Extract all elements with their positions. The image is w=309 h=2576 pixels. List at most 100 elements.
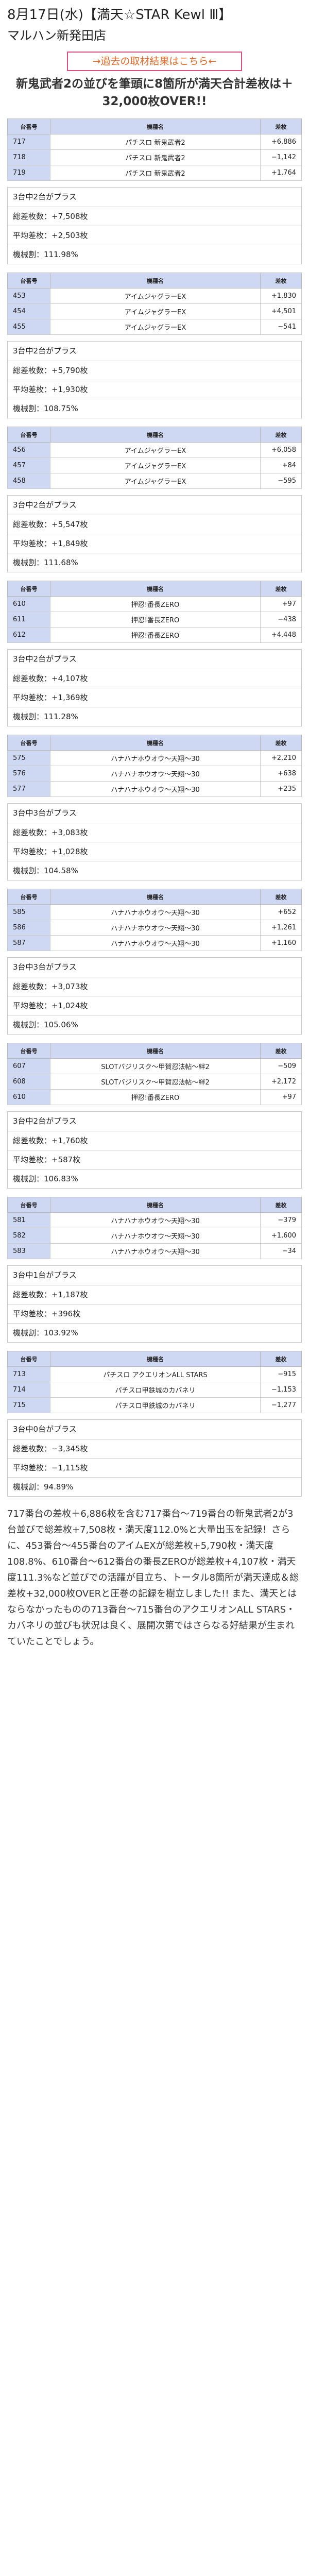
machine-table: 台番号 機種名 差枚 453 アイムジャグラーEX +1,830 454 アイムジャグラーEX… bbox=[7, 273, 302, 335]
machine-name: アイムジャグラーEX bbox=[50, 303, 261, 319]
result-group: 台番号 機種名 差枚 575 ハナハナホウオウ〜天翔〜30 +2,210 576 ハナハナホウ… bbox=[7, 735, 302, 880]
diff-value: +2,172 bbox=[260, 1074, 302, 1090]
payout-rate: 機械割：103.92% bbox=[8, 1323, 301, 1342]
table-row: 582 ハナハナホウオウ〜天翔〜30 +1,600 bbox=[7, 1228, 302, 1244]
header-machine-name: 機種名 bbox=[50, 1043, 261, 1059]
machine-name: パチスロ甲鉄城のカバネリ bbox=[50, 1397, 261, 1413]
past-results-link[interactable]: →過去の取材結果はこちら← bbox=[67, 52, 242, 71]
total-diff: 総差枚数：+3,083枚 bbox=[8, 823, 301, 842]
page-title: 8月17日(水)【満天☆STAR Kewl Ⅲ】 bbox=[7, 7, 232, 23]
machine-no: 586 bbox=[7, 920, 50, 936]
table-row: 585 ハナハナホウオウ〜天翔〜30 +652 bbox=[7, 904, 302, 920]
machine-no: 576 bbox=[7, 766, 50, 782]
diff-value: −1,142 bbox=[260, 149, 302, 165]
diff-value: −379 bbox=[260, 1212, 302, 1228]
table-row: 610 押忍!番長ZERO +97 bbox=[7, 1089, 302, 1105]
machine-name: ハナハナホウオウ〜天翔〜30 bbox=[50, 1243, 261, 1259]
diff-value: +638 bbox=[260, 766, 302, 782]
machine-name: ハナハナホウオウ〜天翔〜30 bbox=[50, 904, 261, 920]
diff-value: +1,261 bbox=[260, 920, 302, 936]
header-machine-name: 機種名 bbox=[50, 118, 261, 134]
result-group: 台番号 機種名 差枚 453 アイムジャグラーEX +1,830 454 アイムジャグラーEX… bbox=[7, 273, 302, 418]
total-diff: 総差枚数：+5,790枚 bbox=[8, 361, 301, 380]
result-group: 台番号 機種名 差枚 717 パチスロ 新鬼武者2 +6,886 718 パチスロ 新鬼武者2… bbox=[7, 118, 302, 264]
table-row: 454 アイムジャグラーEX +4,501 bbox=[7, 303, 302, 319]
result-group: 台番号 機種名 差枚 610 押忍!番長ZERO +97 611 押忍!番長ZERO −438 6… bbox=[7, 581, 302, 726]
machine-no: 585 bbox=[7, 904, 50, 920]
total-diff: 総差枚数：+7,508枚 bbox=[8, 207, 301, 226]
summary-box: 3台中3台がプラス 総差枚数：+3,073枚 平均差枚：+1,024枚 機械割：105… bbox=[7, 957, 302, 1035]
table-header-row: 台番号 機種名 差枚 bbox=[7, 581, 302, 597]
plus-count: 3台中2台がプラス bbox=[13, 654, 77, 664]
plus-count: 3台中3台がプラス bbox=[13, 808, 77, 818]
machine-no: 456 bbox=[7, 442, 50, 458]
machine-no: 583 bbox=[7, 1243, 50, 1259]
header-machine-no: 台番号 bbox=[7, 581, 50, 597]
header-diff: 差枚 bbox=[260, 735, 302, 751]
table-row: 611 押忍!番長ZERO −438 bbox=[7, 612, 302, 628]
machine-no: 610 bbox=[7, 596, 50, 612]
table-row: 586 ハナハナホウオウ〜天翔〜30 +1,261 bbox=[7, 920, 302, 936]
machine-no: 455 bbox=[7, 319, 50, 335]
diff-value: −438 bbox=[260, 612, 302, 628]
machine-name: ハナハナホウオウ〜天翔〜30 bbox=[50, 781, 261, 797]
machine-name: ハナハナホウオウ〜天翔〜30 bbox=[50, 766, 261, 782]
machine-name: パチスロ アクエリオンALL STARS bbox=[50, 1366, 261, 1382]
machine-no: 718 bbox=[7, 149, 50, 165]
machine-no: 454 bbox=[7, 303, 50, 319]
table-row: 714 パチスロ甲鉄城のカバネリ −1,153 bbox=[7, 1382, 302, 1398]
table-header-row: 台番号 機種名 差枚 bbox=[7, 118, 302, 134]
machine-name: ハナハナホウオウ〜天翔〜30 bbox=[50, 750, 261, 766]
header-machine-name: 機種名 bbox=[50, 273, 261, 289]
diff-value: −509 bbox=[260, 1058, 302, 1074]
header-diff: 差枚 bbox=[260, 118, 302, 134]
table-row: 718 パチスロ 新鬼武者2 −1,142 bbox=[7, 149, 302, 165]
header-diff: 差枚 bbox=[260, 581, 302, 597]
machine-no: 575 bbox=[7, 750, 50, 766]
machine-name: SLOTバジリスク〜甲賀忍法帖〜絆2 bbox=[50, 1074, 261, 1090]
header-machine-no: 台番号 bbox=[7, 1043, 50, 1059]
table-header-row: 台番号 機種名 差枚 bbox=[7, 427, 302, 443]
machine-table: 台番号 機種名 差枚 607 SLOTバジリスク〜甲賀忍法帖〜絆2 −509 608 SLOT… bbox=[7, 1043, 302, 1105]
plus-count: 3台中0台がプラス bbox=[13, 1425, 77, 1434]
machine-no: 715 bbox=[7, 1397, 50, 1413]
machine-no: 581 bbox=[7, 1212, 50, 1228]
table-row: 581 ハナハナホウオウ〜天翔〜30 −379 bbox=[7, 1212, 302, 1228]
diff-value: +4,448 bbox=[260, 627, 302, 643]
machine-no: 607 bbox=[7, 1058, 50, 1074]
summary-box: 3台中3台がプラス 総差枚数：+3,083枚 平均差枚：+1,028枚 機械割：104… bbox=[7, 803, 302, 880]
summary-box: 3台中2台がプラス 総差枚数：+7,508枚 平均差枚：+2,503枚 機械割：111… bbox=[7, 187, 302, 264]
machine-name: ハナハナホウオウ〜天翔〜30 bbox=[50, 920, 261, 936]
result-group: 台番号 機種名 差枚 456 アイムジャグラーEX +6,058 457 アイムジャグラーEX… bbox=[7, 427, 302, 572]
summary-box: 3台中2台がプラス 総差枚数：+1,760枚 平均差枚：+587枚 機械割：106.8… bbox=[7, 1111, 302, 1189]
plus-count: 3台中2台がプラス bbox=[13, 500, 77, 510]
machine-no: 610 bbox=[7, 1089, 50, 1105]
table-header-row: 台番号 機種名 差枚 bbox=[7, 273, 302, 289]
average-diff: 平均差枚：+1,024枚 bbox=[8, 996, 301, 1015]
machine-no: 587 bbox=[7, 935, 50, 951]
average-diff: 平均差枚：+2,503枚 bbox=[8, 226, 301, 245]
machine-no: 714 bbox=[7, 1382, 50, 1398]
shop-name: マルハン新発田店 bbox=[7, 28, 106, 43]
machine-name: アイムジャグラーEX bbox=[50, 288, 261, 304]
table-row: 608 SLOTバジリスク〜甲賀忍法帖〜絆2 +2,172 bbox=[7, 1074, 302, 1090]
machine-no: 719 bbox=[7, 165, 50, 181]
diff-value: −1,153 bbox=[260, 1382, 302, 1398]
machine-table: 台番号 機種名 差枚 575 ハナハナホウオウ〜天翔〜30 +2,210 576 ハナハナホウ… bbox=[7, 735, 302, 797]
header-machine-no: 台番号 bbox=[7, 1351, 50, 1367]
machine-name: アイムジャグラーEX bbox=[50, 457, 261, 473]
result-group: 台番号 機種名 差枚 581 ハナハナホウオウ〜天翔〜30 −379 582 ハナハナホウオウ… bbox=[7, 1197, 302, 1343]
table-header-row: 台番号 機種名 差枚 bbox=[7, 1197, 302, 1213]
payout-rate: 機械割：105.06% bbox=[8, 1015, 301, 1034]
table-row: 455 アイムジャグラーEX −541 bbox=[7, 319, 302, 335]
payout-rate: 機械割：104.58% bbox=[8, 861, 301, 880]
machine-table: 台番号 機種名 差枚 581 ハナハナホウオウ〜天翔〜30 −379 582 ハナハナホウオウ… bbox=[7, 1197, 302, 1259]
diff-value: +2,210 bbox=[260, 750, 302, 766]
table-row: 575 ハナハナホウオウ〜天翔〜30 +2,210 bbox=[7, 750, 302, 766]
diff-value: +1,830 bbox=[260, 288, 302, 304]
diff-value: −1,277 bbox=[260, 1397, 302, 1413]
header-machine-no: 台番号 bbox=[7, 118, 50, 134]
diff-value: +1,600 bbox=[260, 1228, 302, 1244]
machine-no: 453 bbox=[7, 288, 50, 304]
plus-count: 3台中2台がプラス bbox=[13, 192, 77, 201]
